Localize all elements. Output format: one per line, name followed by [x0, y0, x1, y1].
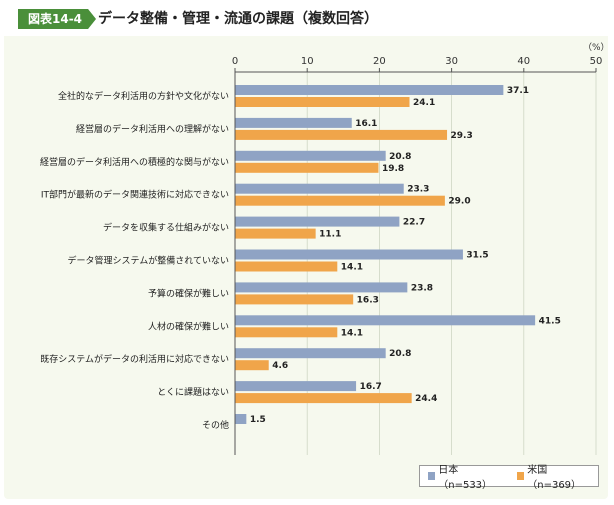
legend-label-japan: 日本（n=533） [438, 465, 493, 491]
legend-label-us: 米国（n=369） [527, 465, 582, 491]
data-label: 24.1 [413, 98, 435, 108]
data-label: 23.3 [407, 185, 429, 195]
category-label: データ管理システムが整備されていない [68, 255, 229, 267]
data-label: 41.5 [539, 316, 561, 326]
bar-us [235, 97, 410, 107]
legend-item-us: 米国（n=369） [517, 461, 594, 491]
category-label: 経営層のデータ利活用への理解がない [76, 123, 229, 135]
unit-label: （%） [583, 43, 610, 53]
bar-japan [235, 414, 247, 424]
x-tick-label: 40 [517, 56, 530, 67]
bar-us [235, 294, 354, 305]
category-label: 人材の確保が難しい [148, 320, 229, 332]
bar-us [235, 228, 316, 239]
category-label: 既存システムがデータの利活用に対応できない [40, 353, 229, 365]
bar-us [235, 327, 338, 338]
x-tick-label: 0 [232, 56, 238, 67]
bar-us [235, 393, 412, 404]
x-tick-label: 50 [590, 56, 603, 67]
data-label: 14.1 [341, 263, 363, 273]
data-label: 16.1 [355, 119, 377, 129]
bar-japan [235, 381, 357, 392]
data-label: 23.8 [411, 283, 433, 293]
legend: 日本（n=533） 米国（n=369） [419, 465, 599, 491]
data-label: 22.7 [403, 218, 425, 228]
data-label: 20.8 [389, 152, 411, 162]
data-label: 11.1 [319, 230, 341, 240]
bar-japan [235, 216, 400, 227]
figure-header: 図表14-4 データ整備・管理・流通の課題（複数回答） [0, 0, 614, 36]
bar-us [235, 261, 338, 272]
figure-number-badge: 図表14-4 [18, 9, 96, 29]
data-label: 16.7 [360, 382, 382, 392]
bar-us [235, 360, 269, 371]
data-label: 37.1 [507, 86, 529, 96]
legend-swatch-japan [428, 472, 436, 480]
category-label: データを収集する仕組みがない [103, 222, 229, 234]
bar-japan [235, 117, 352, 128]
bar-us [235, 129, 448, 140]
data-label: 1.5 [250, 415, 266, 425]
x-tick-label: 10 [301, 56, 314, 67]
legend-swatch-us [517, 472, 525, 480]
bar-japan [235, 85, 504, 95]
data-label: 29.3 [451, 131, 473, 141]
x-tick-label: 30 [445, 56, 458, 67]
data-label: 4.6 [272, 361, 288, 371]
data-label: 16.3 [357, 295, 379, 305]
data-label: 29.0 [448, 197, 470, 207]
category-label: 全社的なデータ利活用の方針や文化がない [58, 90, 229, 102]
chart-title: データ整備・管理・流通の課題（複数回答） [98, 11, 378, 27]
data-label: 19.8 [382, 164, 404, 174]
bar-us [235, 162, 379, 173]
category-label: その他 [202, 419, 229, 431]
data-label: 31.5 [466, 251, 488, 261]
data-label: 14.1 [341, 328, 363, 338]
bar-japan [235, 282, 408, 293]
bar-japan [235, 348, 386, 359]
x-tick-label: 20 [373, 56, 386, 67]
category-label: とくに課題はない [157, 386, 229, 398]
category-label: 経営層のデータ利活用への積極的な関与がない [40, 156, 229, 168]
bar-us [235, 195, 445, 206]
bar-japan [235, 183, 404, 194]
data-label: 24.4 [415, 394, 437, 404]
bar-japan [235, 150, 386, 161]
category-label: IT部門が最新のデータ関連技術に対応できない [41, 189, 229, 201]
data-label: 20.8 [389, 349, 411, 359]
legend-item-japan: 日本（n=533） [428, 461, 505, 491]
bar-japan [235, 249, 463, 260]
bar-japan [235, 315, 536, 326]
category-label: 予算の確保が難しい [148, 287, 229, 299]
